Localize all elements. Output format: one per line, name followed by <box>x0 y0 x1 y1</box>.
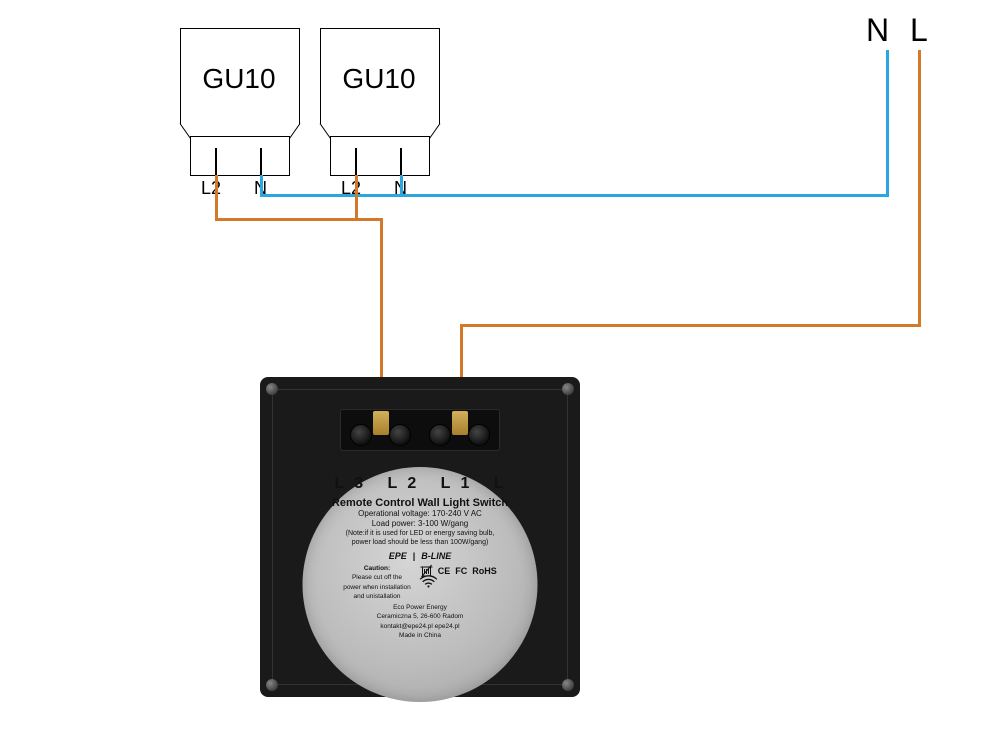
terminal-L2 <box>389 424 411 446</box>
wire-supply-N <box>886 50 889 194</box>
clip-L <box>452 411 468 435</box>
bulb-2-label: GU10 <box>320 63 438 95</box>
bulb2-pin-N <box>400 148 402 175</box>
switch-label-disc: L3 L2 L1 L Remote Control Wall Light Swi… <box>303 467 538 702</box>
wire-live-bus <box>460 324 921 327</box>
bulb-1-term-L2: L2 <box>201 178 221 199</box>
wiring-diagram: N L GU10 L2 N GU10 L2 N <box>0 0 1000 745</box>
supply-label-N: N <box>866 12 889 49</box>
caution-2: power when installation <box>343 584 411 591</box>
wire-supply-L <box>918 50 921 327</box>
screw-tr <box>562 383 574 395</box>
caution-label: Caution: <box>343 565 411 572</box>
wire-bulb1-N <box>260 175 263 197</box>
switch-load: Load power: 3-100 W/gang <box>372 519 469 528</box>
brand-epe: EPE <box>389 551 407 561</box>
addr2: Ceramiczna 5, 26-600 Radom <box>377 613 464 620</box>
cert-rohs: RoHS <box>472 566 497 576</box>
terminal-L <box>468 424 490 446</box>
wall-switch: L3 L2 L1 L Remote Control Wall Light Swi… <box>260 377 580 697</box>
brand-row: EPE | B-LINE <box>389 551 452 561</box>
addr4: Made in China <box>399 632 441 639</box>
terminal-labels: L3 L2 L1 L <box>326 475 513 493</box>
bulb1-pin-N <box>260 148 262 175</box>
caution-1: Please cut off the <box>343 574 411 581</box>
brand-bline: B-LINE <box>421 551 451 561</box>
terminal-L1 <box>429 424 451 446</box>
bulb-2: GU10 <box>320 28 440 203</box>
clip-L2 <box>373 411 389 435</box>
addr1: Eco Power Energy <box>393 604 447 611</box>
cert-fc: FC <box>455 566 467 576</box>
cert-ce: CE <box>438 566 451 576</box>
terminal-L3 <box>350 424 372 446</box>
caution-3: and unistallation <box>343 593 411 600</box>
bulb-1-label: GU10 <box>180 63 298 95</box>
wire-bulb2-L2-v <box>355 175 358 221</box>
terminal-block <box>340 409 500 451</box>
wire-bulb1-L2-v <box>215 175 218 221</box>
switch-note1: (Note:if it is used for LED or energy sa… <box>346 530 495 538</box>
bulb-2-term-L2: L2 <box>341 178 361 199</box>
screw-br <box>562 679 574 691</box>
screw-tl <box>266 383 278 395</box>
bulb1-pin-L2 <box>215 148 217 175</box>
supply-label-L: L <box>910 12 928 49</box>
bulb-1: GU10 <box>180 28 300 203</box>
addr3: kontakt@epe24.pl epe24.pl <box>380 623 459 630</box>
bulb2-pin-L2 <box>355 148 357 175</box>
screw-bl <box>266 679 278 691</box>
switch-title: Remote Control Wall Light Switch <box>332 497 508 509</box>
switch-note2: power load should be less than 100W/gang… <box>352 539 489 547</box>
switch-voltage: Operational voltage: 170-240 V AC <box>358 509 482 519</box>
wire-bulb2-N <box>400 175 403 197</box>
wifi-icon <box>418 574 438 588</box>
